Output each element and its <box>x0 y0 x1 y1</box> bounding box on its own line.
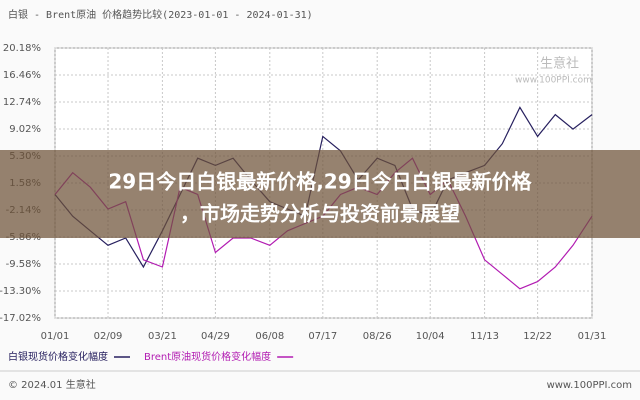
legend-label: 白银现货价格变化幅度 <box>8 350 108 363</box>
watermark-brand: 生意社 <box>540 56 579 72</box>
x-tick-label: 06/08 <box>255 331 284 342</box>
series-line <box>54 106 593 269</box>
y-tick-label: 20.18% <box>3 43 41 54</box>
x-tick-label: 10/04 <box>416 331 445 342</box>
x-tick-label: 02/09 <box>94 331 123 342</box>
chart-title: 白银 - Brent原油 价格趋势比较(2023-01-01 - 2024-01… <box>8 8 313 21</box>
overlay-title: 29日今日白银最新价格,29日今日白银最新价格 <box>108 170 532 194</box>
x-tick-label: 01/31 <box>578 331 607 342</box>
footer-right: www.100PPI.com <box>547 380 632 391</box>
footer-left: © 2024.01 生意社 <box>8 378 96 391</box>
x-tick-label: 04/29 <box>201 331 230 342</box>
x-tick-label: 12/22 <box>523 331 552 342</box>
y-tick-label: 9.02% <box>9 124 41 135</box>
y-tick-label: -9.58% <box>6 259 41 270</box>
y-tick-label: -13.30% <box>0 286 41 297</box>
y-tick-label: -17.02% <box>0 313 41 324</box>
x-tick-label: 11/13 <box>470 331 499 342</box>
overlay-title: ，市场走势分析与投资前景展望 <box>180 202 460 226</box>
x-tick-label: 08/26 <box>363 331 392 342</box>
overlay-banner <box>0 150 640 238</box>
x-tick-label: 03/21 <box>148 331 177 342</box>
legend-label: Brent原油现货价格变化幅度 <box>144 350 271 363</box>
watermark-url: www.100PPI.com <box>515 76 592 86</box>
y-tick-label: 12.74% <box>3 97 41 108</box>
x-tick-label: 01/01 <box>41 331 70 342</box>
y-tick-label: 16.46% <box>3 70 41 81</box>
x-tick-label: 07/17 <box>308 331 337 342</box>
